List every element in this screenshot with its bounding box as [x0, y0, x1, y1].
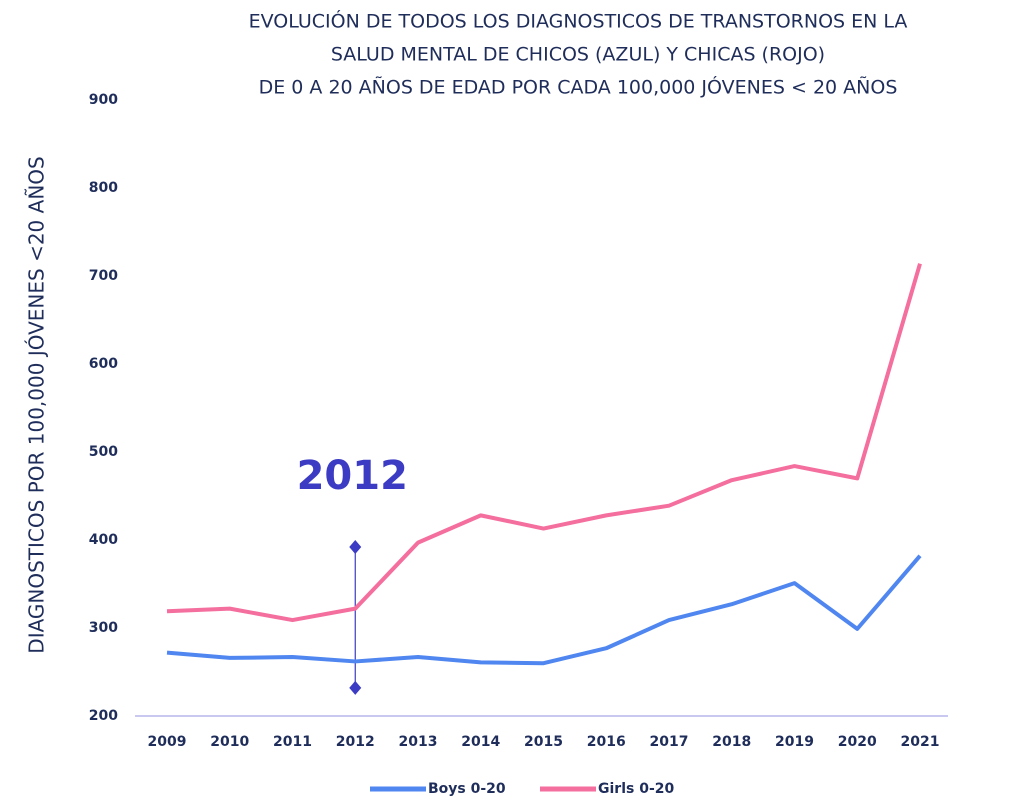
y-axis-label: DIAGNOSTICOS POR 100,000 JÓVENES <20 AÑO… [25, 156, 49, 653]
x-tick-label: 2021 [901, 734, 940, 750]
y-tick-label: 500 [89, 444, 118, 460]
x-tick-label: 2013 [399, 734, 438, 750]
y-tick-label: 200 [89, 708, 118, 724]
chart-title: SALUD MENTAL DE CHICOS (AZUL) Y CHICAS (… [331, 44, 825, 66]
y-tick-label: 800 [89, 180, 118, 196]
x-tick-label: 2016 [587, 734, 626, 750]
x-tick-label: 2017 [650, 734, 689, 750]
legend-label: Boys 0-20 [428, 781, 506, 797]
annotation-marker [349, 680, 362, 695]
y-tick-label: 400 [89, 532, 118, 548]
series-line [166, 554, 922, 666]
annotation-text: 2012 [297, 453, 408, 499]
x-tick-label: 2018 [712, 734, 751, 750]
x-tick-label: 2014 [461, 734, 500, 750]
x-tick-label: 2015 [524, 734, 563, 750]
y-tick-label: 900 [89, 92, 118, 108]
x-tick-label: 2020 [838, 734, 877, 750]
x-tick-label: 2010 [210, 734, 249, 750]
y-tick-label: 600 [89, 356, 118, 372]
x-tick-label: 2019 [775, 734, 814, 750]
series-line [166, 263, 922, 623]
annotation-marker [349, 540, 362, 555]
y-tick-label: 700 [89, 268, 118, 284]
y-tick-label: 300 [89, 620, 118, 636]
chart-title: EVOLUCIÓN DE TODOS LOS DIAGNOSTICOS DE T… [249, 9, 908, 33]
chart-title: DE 0 A 20 AÑOS DE EDAD POR CADA 100,000 … [259, 75, 898, 99]
x-tick-label: 2011 [273, 734, 312, 750]
x-tick-label: 2009 [148, 734, 187, 750]
legend-label: Girls 0-20 [598, 781, 674, 797]
x-tick-label: 2012 [336, 734, 375, 750]
